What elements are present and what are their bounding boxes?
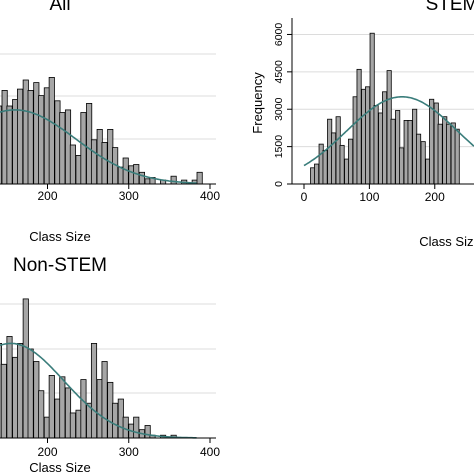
panel-stem-bar — [314, 163, 320, 185]
panel-non-stem-xtick-label: 300 — [119, 445, 139, 459]
panel-non-stem-xtick-label: 400 — [200, 445, 220, 459]
panel-stem-bar — [382, 91, 388, 185]
panel-non-stem-bar — [69, 412, 76, 439]
panel-all-bar — [38, 95, 45, 185]
panel-stem-ylabel: Frequency — [250, 72, 265, 134]
panel-stem-ytick-label: 6000 — [273, 23, 285, 47]
panel-stem-bar — [399, 147, 405, 185]
panel-all-bar — [138, 171, 145, 185]
panel-all-bar — [170, 175, 177, 185]
panel-non-stem-bar — [133, 416, 140, 439]
panel-stem-bar — [365, 86, 371, 185]
panel-stem-bar — [454, 128, 460, 185]
panel-all-bar — [101, 141, 108, 185]
panel-all-bar — [196, 171, 203, 185]
panel-stem-bar — [390, 118, 396, 185]
panel-stem-normal-curve — [303, 96, 474, 167]
panel-all-xtick-label: 300 — [119, 189, 139, 203]
panel-non-stem-bar — [80, 379, 87, 439]
panel-stem-ytick-label: 4500 — [273, 60, 285, 84]
panel-stem-bar — [331, 132, 337, 185]
panel-all-bar — [59, 112, 66, 185]
panel-stem-bar — [348, 138, 354, 185]
panel-stem-bar — [339, 144, 345, 185]
panel-stem-ytick-label: 0 — [273, 181, 285, 187]
panel-non-stem-bar — [112, 402, 119, 439]
panel-stem-bar — [322, 149, 328, 185]
panel-all-normal-curve — [0, 109, 197, 184]
panel-non-stem-xtick-label: 200 — [37, 445, 57, 459]
panel-non-stem-bar — [59, 376, 66, 439]
panel-non-stem-bar — [27, 348, 34, 439]
panel-all-bar — [6, 105, 13, 185]
panel-stem-bar — [416, 133, 422, 185]
panel-stem-bar — [373, 105, 379, 185]
panel-all-bar — [90, 139, 98, 185]
panel-non-stem-bar — [0, 363, 7, 439]
panel-all-bar — [80, 112, 87, 185]
panel-all-bar — [17, 88, 24, 185]
panel-stem-xlabel: Class Size — [419, 234, 474, 249]
panel-all-bar — [48, 77, 55, 185]
panel-non-stem-bar — [48, 375, 55, 439]
panel-non-stem-bar — [6, 336, 13, 439]
panel-stem-xtick-label: 200 — [425, 190, 445, 204]
panel-stem-bar — [437, 123, 443, 185]
panel-non-stem-xlabel: Class Size — [29, 460, 90, 474]
panel-all-xtick-label: 200 — [37, 189, 57, 203]
panel-all-title: All — [49, 0, 70, 15]
panel-non-stem: Non-STEM 200 300 400 Class Size — [0, 255, 220, 474]
panel-non-stem-bar — [38, 390, 45, 439]
panel-stem-ytick-label: 3000 — [273, 97, 285, 121]
panel-stem-bar — [407, 120, 413, 185]
panel-stem-title: STEM — [426, 0, 474, 15]
panel-stem-ytick-label: 1500 — [273, 135, 285, 159]
panel-all-bar — [27, 90, 34, 185]
panel-stem: STEM 0 1500 3000 4500 6000 0 100 200 Frequency… — [250, 0, 474, 249]
panel-stem-bar — [446, 123, 452, 185]
panel-all: All 200 300 400 Class Size — [0, 0, 220, 244]
panel-non-stem-bar — [101, 361, 108, 439]
panel-stem-bar — [429, 98, 435, 185]
panel-non-stem-normal-curve — [0, 342, 197, 439]
panel-stem-xtick-label: 0 — [301, 190, 308, 204]
panel-stem-xtick-label: 100 — [359, 190, 379, 204]
panel-non-stem-bar — [90, 343, 98, 439]
panel-all-xtick-label: 400 — [200, 189, 220, 203]
panel-stem-bar — [420, 141, 426, 185]
panel-non-stem-bar — [17, 343, 24, 439]
panel-all-xlabel: Class Size — [29, 229, 90, 244]
panel-all-bar — [69, 144, 76, 185]
panel-all-bar — [0, 105, 2, 185]
panel-non-stem-title: Non-STEM — [13, 255, 107, 276]
panel-stem-bar — [356, 68, 362, 185]
